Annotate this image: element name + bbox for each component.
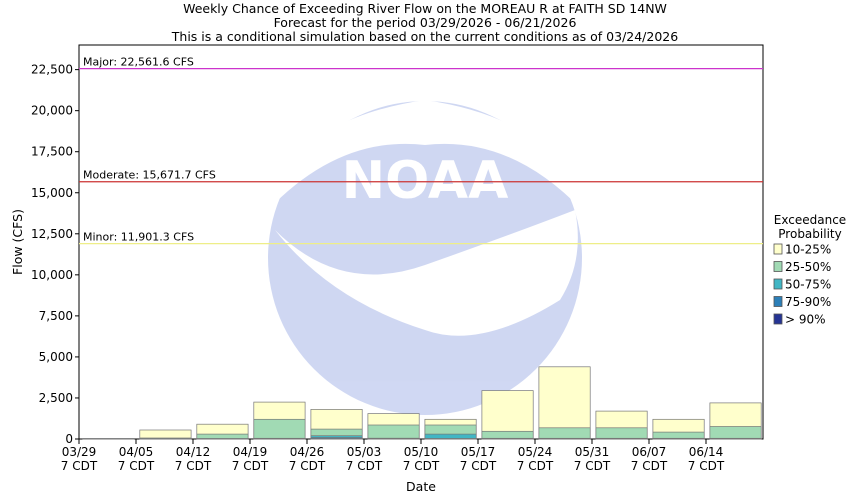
bar-group — [539, 367, 590, 439]
watermark-logo-text: NOAA — [342, 151, 509, 211]
legend-swatch — [774, 262, 782, 272]
x-tick-label-time: 7 CDT — [688, 459, 725, 473]
bar-segment — [311, 439, 362, 440]
bar-segment — [710, 427, 761, 440]
y-tick-label: 2,500 — [39, 391, 73, 405]
y-axis: 0 2,500 5,000 7,500 10,000 12,500 15,000 17,500… — [31, 63, 79, 446]
bar-group — [368, 414, 419, 439]
legend-entry-label: 75-90% — [785, 295, 831, 309]
bar-segment — [596, 428, 647, 439]
x-tick-label-date: 05/17 — [461, 445, 496, 459]
x-tick-label-date: 05/24 — [518, 445, 553, 459]
x-tick-label-date: 05/31 — [575, 445, 610, 459]
bar-segment — [368, 425, 419, 439]
bar-group — [653, 419, 704, 439]
bar-group — [197, 424, 248, 439]
legend-swatch — [774, 279, 782, 289]
x-tick-label-time: 7 CDT — [61, 459, 98, 473]
x-tick-label-date: 04/26 — [290, 445, 325, 459]
noaa-logo-watermark: NOAA — [268, 100, 582, 415]
x-tick-label-time: 7 CDT — [460, 459, 497, 473]
legend: Exceedance Probability 10-25% 25-50% 50-75… — [774, 213, 846, 327]
legend-entry-label: 50-75% — [785, 278, 831, 292]
chart-subtitle-conditions: This is a conditional simulation based o… — [171, 29, 678, 44]
bar-segment — [254, 419, 305, 439]
x-tick-label-time: 7 CDT — [118, 459, 155, 473]
y-tick-label: 12,500 — [31, 227, 73, 241]
bar-group — [311, 409, 362, 439]
x-tick-label-time: 7 CDT — [232, 459, 269, 473]
bar-group — [83, 439, 134, 440]
y-tick-label: 0 — [65, 432, 73, 446]
x-tick-label-date: 04/05 — [119, 445, 154, 459]
chart-subtitle-period: Forecast for the period 03/29/2026 - 06/… — [274, 15, 577, 30]
x-tick-label-date: 04/19 — [233, 445, 268, 459]
x-tick-label-time: 7 CDT — [346, 459, 383, 473]
bar-group — [254, 402, 305, 439]
x-tick-label-time: 7 CDT — [289, 459, 326, 473]
major-threshold-label: Major: 22,561.6 CFS — [83, 56, 194, 69]
moderate-threshold-label: Moderate: 15,671.7 CFS — [83, 169, 216, 182]
bar-group — [710, 403, 761, 439]
y-axis-title: Flow (CFS) — [10, 209, 25, 275]
chart-title: Weekly Chance of Exceeding River Flow on… — [183, 1, 667, 16]
x-axis-title: Date — [406, 479, 436, 494]
legend-swatch — [774, 244, 782, 254]
bar-group — [140, 430, 191, 439]
x-tick-label-date: 06/07 — [632, 445, 667, 459]
x-tick-label-time: 7 CDT — [403, 459, 440, 473]
x-tick-label-date: 03/29 — [62, 445, 97, 459]
bar-segment — [140, 430, 191, 439]
minor-threshold-label: Minor: 11,901.3 CFS — [83, 231, 194, 244]
x-tick-label-date: 05/10 — [404, 445, 439, 459]
y-tick-label: 5,000 — [39, 350, 73, 364]
x-tick-label-time: 7 CDT — [574, 459, 611, 473]
x-tick-label-date: 05/03 — [347, 445, 382, 459]
y-tick-label: 20,000 — [31, 104, 73, 118]
bar-group — [482, 391, 533, 439]
legend-title-line1: Exceedance — [774, 213, 846, 227]
x-tick-label-date: 06/14 — [689, 445, 724, 459]
legend-swatch — [774, 314, 782, 324]
x-tick-label-time: 7 CDT — [631, 459, 668, 473]
bar-group — [425, 419, 476, 439]
x-tick-label-time: 7 CDT — [517, 459, 554, 473]
y-tick-label: 7,500 — [39, 309, 73, 323]
y-tick-label: 10,000 — [31, 268, 73, 282]
legend-entry-label: 25-50% — [785, 260, 831, 274]
y-tick-label: 22,500 — [31, 63, 73, 77]
y-tick-label: 15,000 — [31, 186, 73, 200]
y-tick-label: 17,500 — [31, 145, 73, 159]
bar-group — [596, 411, 647, 439]
legend-entry-label: 10-25% — [785, 243, 831, 257]
x-tick-label-time: 7 CDT — [175, 459, 212, 473]
legend-swatch — [774, 297, 782, 307]
legend-title-line2: Probability — [778, 227, 841, 241]
x-tick-label-date: 04/12 — [176, 445, 211, 459]
bar-segment — [482, 431, 533, 439]
bar-segment — [539, 428, 590, 439]
legend-entry-label: > 90% — [785, 313, 826, 327]
